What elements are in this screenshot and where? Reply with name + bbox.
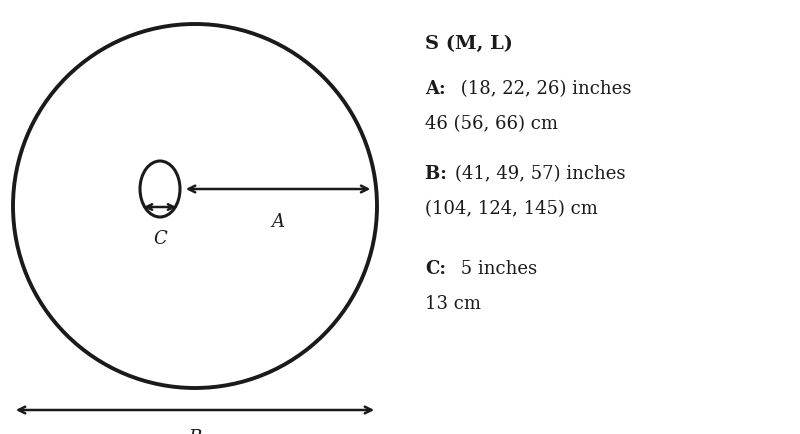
Text: A: A: [272, 213, 285, 231]
Text: B: B: [188, 429, 202, 434]
Text: C:: C:: [425, 260, 446, 278]
Text: (41, 49, 57) inches: (41, 49, 57) inches: [455, 165, 626, 183]
Text: S (M, L): S (M, L): [425, 35, 513, 53]
Text: 46 (56, 66) cm: 46 (56, 66) cm: [425, 115, 558, 133]
Text: A:: A:: [425, 80, 446, 98]
Text: B:: B:: [425, 165, 453, 183]
Text: (18, 22, 26) inches: (18, 22, 26) inches: [455, 80, 631, 98]
Text: 13 cm: 13 cm: [425, 295, 481, 313]
Text: (104, 124, 145) cm: (104, 124, 145) cm: [425, 200, 598, 218]
Text: C: C: [153, 230, 167, 248]
Text: 5 inches: 5 inches: [455, 260, 537, 278]
